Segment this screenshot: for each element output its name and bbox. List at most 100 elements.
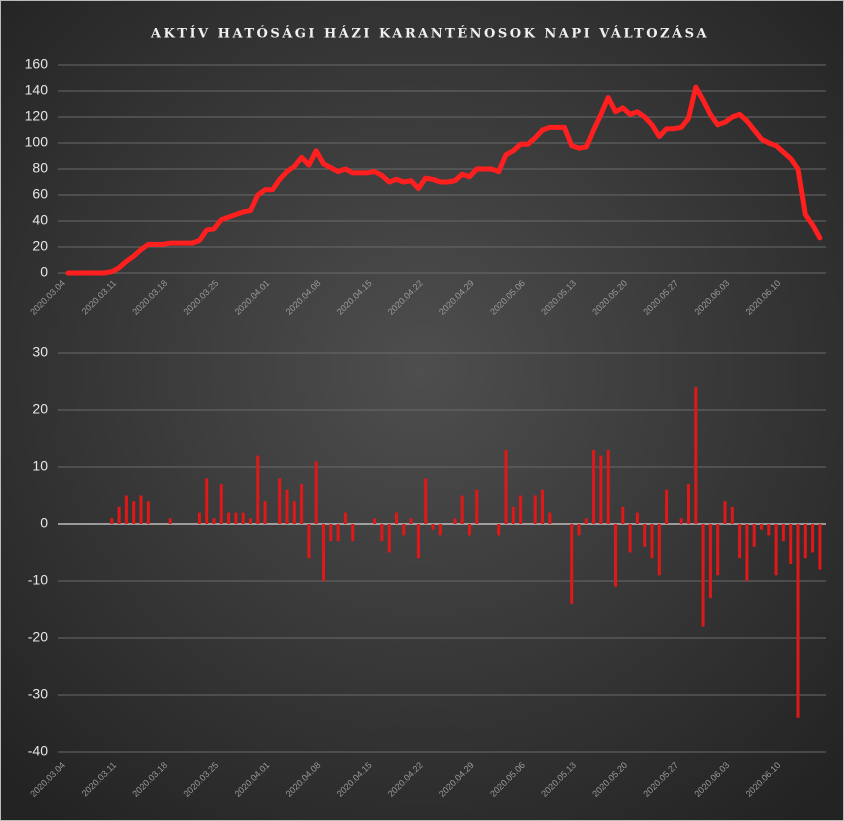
y-tick-label: 0 bbox=[40, 264, 48, 280]
bar bbox=[292, 501, 296, 524]
bar bbox=[701, 524, 705, 627]
y-tick-label: 20 bbox=[32, 401, 48, 417]
bar bbox=[241, 512, 245, 524]
bar bbox=[249, 518, 252, 524]
bar bbox=[767, 524, 771, 536]
bar bbox=[679, 518, 683, 524]
bar bbox=[475, 489, 479, 524]
bar bbox=[803, 524, 807, 559]
y-tick-label: -20 bbox=[28, 629, 48, 645]
y-tick-label: 20 bbox=[32, 238, 48, 254]
bar bbox=[124, 495, 128, 524]
bar bbox=[811, 524, 815, 553]
bar bbox=[431, 524, 435, 530]
y-tick-label: 120 bbox=[25, 108, 49, 124]
bar bbox=[497, 524, 501, 536]
bar bbox=[708, 524, 712, 599]
bar bbox=[752, 524, 756, 547]
bar bbox=[110, 518, 114, 524]
line bbox=[65, 84, 823, 276]
bar bbox=[504, 449, 508, 524]
bar bbox=[373, 518, 377, 524]
bar bbox=[146, 501, 150, 524]
bar bbox=[687, 484, 690, 524]
bar bbox=[227, 512, 231, 524]
bar bbox=[117, 506, 121, 524]
bar bbox=[730, 506, 734, 524]
bar bbox=[212, 518, 216, 524]
bar bbox=[599, 455, 603, 524]
bar bbox=[256, 455, 260, 524]
bar bbox=[628, 524, 632, 553]
bar bbox=[132, 501, 136, 524]
y-tick-label: 60 bbox=[32, 186, 48, 202]
bar bbox=[234, 512, 238, 524]
y-tick-label: 100 bbox=[25, 134, 49, 150]
bar bbox=[774, 524, 778, 576]
bar bbox=[460, 495, 464, 524]
bar bbox=[329, 524, 333, 542]
bar bbox=[336, 524, 340, 542]
bar bbox=[351, 524, 355, 542]
bar bbox=[197, 512, 201, 524]
bar bbox=[657, 524, 661, 576]
bar bbox=[665, 489, 669, 524]
bar bbox=[402, 524, 406, 536]
bar bbox=[643, 524, 647, 547]
bar bbox=[760, 524, 763, 530]
bar bbox=[796, 524, 800, 718]
bar bbox=[409, 518, 413, 524]
bar bbox=[278, 478, 282, 524]
bar bbox=[570, 524, 574, 604]
bar bbox=[285, 489, 289, 524]
bar bbox=[416, 524, 420, 559]
y-tick-label: -40 bbox=[28, 743, 48, 759]
y-tick-label: 160 bbox=[25, 56, 49, 72]
chart-title: AKTÍV HATÓSÁGI HÁZI KARANTÉNOSOK NAPI VÁ… bbox=[150, 25, 709, 42]
y-tick-label: 80 bbox=[32, 160, 48, 176]
bar bbox=[263, 501, 267, 524]
bar bbox=[818, 524, 822, 570]
bar bbox=[395, 512, 398, 524]
bar bbox=[577, 524, 581, 536]
bar bbox=[519, 495, 523, 524]
bar bbox=[468, 524, 471, 536]
bar bbox=[300, 484, 304, 524]
bar bbox=[781, 524, 785, 542]
y-tick-label: 10 bbox=[32, 458, 48, 474]
bar bbox=[453, 518, 457, 524]
bar bbox=[424, 478, 428, 524]
y-tick-label: 0 bbox=[40, 515, 48, 531]
bar bbox=[380, 524, 384, 542]
bar bbox=[541, 489, 544, 524]
bar bbox=[307, 524, 311, 559]
bar bbox=[139, 495, 143, 524]
bar bbox=[584, 518, 588, 524]
bar bbox=[438, 524, 442, 536]
bar bbox=[716, 524, 720, 576]
bar bbox=[314, 461, 318, 524]
bar bbox=[219, 484, 223, 524]
bar bbox=[738, 524, 742, 559]
bar bbox=[745, 524, 749, 581]
bar bbox=[650, 524, 654, 559]
y-tick-label: -10 bbox=[28, 572, 48, 588]
bar bbox=[723, 501, 727, 524]
bar bbox=[606, 449, 610, 524]
bar bbox=[387, 524, 391, 553]
bar bbox=[533, 495, 537, 524]
bar bbox=[614, 524, 617, 587]
bar bbox=[548, 512, 552, 524]
y-tick-label: 30 bbox=[32, 344, 48, 360]
bar bbox=[511, 506, 515, 524]
bar bbox=[168, 518, 172, 524]
y-tick-label: 40 bbox=[32, 212, 48, 228]
bar bbox=[621, 506, 625, 524]
bar bbox=[322, 524, 325, 581]
bar bbox=[592, 449, 596, 524]
bar bbox=[343, 512, 347, 524]
bar bbox=[205, 478, 209, 524]
bar bbox=[635, 512, 639, 524]
y-tick-label: 140 bbox=[25, 82, 49, 98]
